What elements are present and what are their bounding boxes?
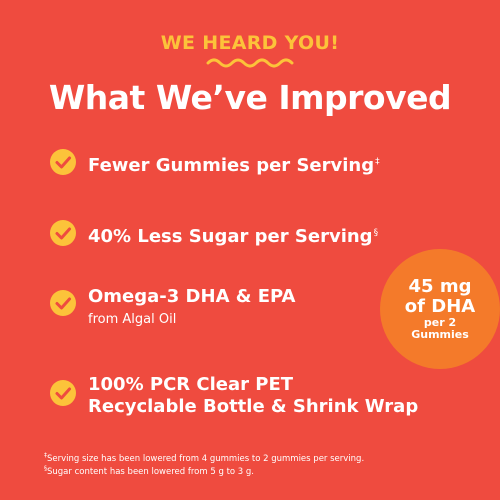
footnote-mark: ‡ (44, 452, 47, 459)
footnote-mark: ‡ (375, 157, 380, 167)
footnote: ‡Serving size has been lowered from 4 gu… (44, 452, 364, 464)
check-icon (50, 149, 76, 175)
check-icon (50, 290, 76, 316)
benefit-label: Fewer Gummies per Serving (88, 155, 375, 176)
badge-nutrient: of DHA (404, 296, 476, 317)
badge-serving: per 2 (423, 316, 457, 329)
footnote-mark: § (373, 228, 379, 238)
eyebrow-heading: WE HEARD YOU! (160, 32, 340, 54)
benefit-label: Omega-3 DHA & EPA (88, 286, 296, 307)
footnote-text: Sugar content has been lowered from 5 g … (47, 466, 255, 477)
footnote-mark: § (44, 465, 47, 472)
dha-badge: 45 mg of DHA per 2 Gummies (380, 249, 500, 369)
badge-unit: Gummies (411, 328, 469, 341)
squiggle-underline-icon (206, 58, 294, 68)
footnote-text: Serving size has been lowered from 4 gum… (47, 453, 365, 464)
badge-amount: 45 mg (408, 276, 472, 297)
check-icon (50, 220, 76, 246)
benefit-sublabel: from Algal Oil (88, 312, 177, 327)
benefit-label: 40% Less Sugar per Serving (88, 226, 373, 247)
check-icon (50, 380, 76, 406)
footnote: §Sugar content has been lowered from 5 g… (44, 465, 254, 477)
page-title: What We’ve Improved (48, 78, 452, 117)
benefit-label: 100% PCR Clear PET (88, 374, 294, 395)
benefit-label-line2: Recyclable Bottle & Shrink Wrap (88, 396, 419, 417)
